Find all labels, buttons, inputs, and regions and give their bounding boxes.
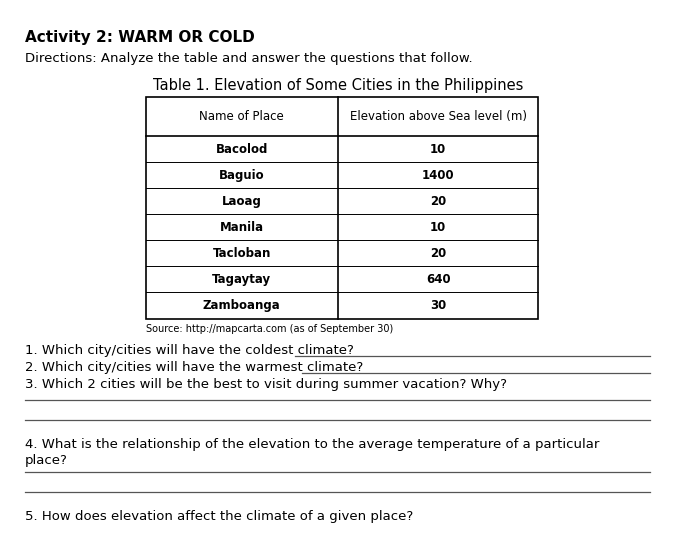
Text: 10: 10 — [430, 143, 446, 155]
Text: Bacolod: Bacolod — [215, 143, 268, 155]
Text: 20: 20 — [430, 195, 446, 208]
Text: Manila: Manila — [220, 221, 264, 234]
Text: Zamboanga: Zamboanga — [203, 299, 281, 312]
Text: 20: 20 — [430, 247, 446, 260]
Text: 4. What is the relationship of the elevation to the average temperature of a par: 4. What is the relationship of the eleva… — [25, 437, 599, 451]
Text: 30: 30 — [430, 299, 446, 312]
Text: Source: http://mapcarta.com (as of September 30): Source: http://mapcarta.com (as of Septe… — [146, 324, 393, 334]
Text: 1400: 1400 — [422, 169, 454, 181]
Text: 3. Which 2 cities will be the best to visit during summer vacation? Why?: 3. Which 2 cities will be the best to vi… — [25, 377, 507, 391]
Text: 10: 10 — [430, 221, 446, 234]
Text: Table 1. Elevation of Some Cities in the Philippines: Table 1. Elevation of Some Cities in the… — [153, 78, 524, 93]
Text: Name of Place: Name of Place — [200, 110, 284, 123]
Text: 1. Which city/cities will have the coldest climate?: 1. Which city/cities will have the colde… — [25, 344, 354, 356]
Text: place?: place? — [25, 453, 68, 467]
Text: 640: 640 — [426, 273, 450, 286]
Text: Tacloban: Tacloban — [213, 247, 271, 260]
Text: 5. How does elevation affect the climate of a given place?: 5. How does elevation affect the climate… — [25, 509, 413, 523]
Text: Baguio: Baguio — [219, 169, 265, 181]
Bar — [146, 97, 538, 319]
Text: 2. Which city/cities will have the warmest climate?: 2. Which city/cities will have the warme… — [25, 361, 364, 374]
Text: Activity 2: WARM OR COLD: Activity 2: WARM OR COLD — [25, 30, 255, 45]
Text: Elevation above Sea level (m): Elevation above Sea level (m) — [349, 110, 527, 123]
Text: Directions: Analyze the table and answer the questions that follow.: Directions: Analyze the table and answer… — [25, 52, 473, 65]
Text: Tagaytay: Tagaytay — [212, 273, 271, 286]
Text: Laoag: Laoag — [222, 195, 262, 208]
